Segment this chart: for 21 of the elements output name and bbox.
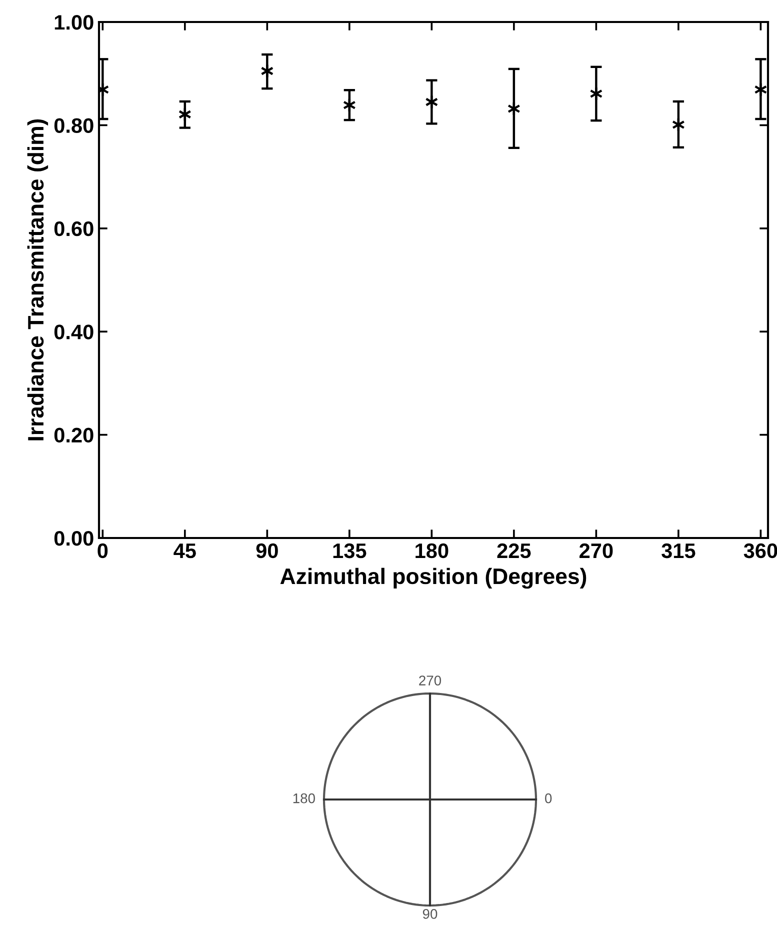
y-tick-label: 0.20: [54, 428, 94, 443]
text: 90: [422, 909, 438, 919]
x-tick-label: 45: [174, 544, 196, 558]
y-tick-label: 0.80: [54, 118, 94, 133]
x-axis-title: Azimuthal position (Degrees): [280, 568, 586, 589]
text: 270: [419, 676, 442, 686]
x-tick-label: 0: [98, 543, 108, 558]
y-tick-label: 0.00: [54, 531, 94, 546]
x-tick-label: 135: [333, 543, 366, 558]
x-tick-label: 180: [416, 543, 448, 558]
y-tick-label: 0.40: [54, 324, 94, 340]
y-axis-title: Irradiance Transmittance (dim): [27, 119, 48, 440]
x-tick-label: 315: [662, 543, 696, 558]
y-tick-label: 1.00: [54, 15, 94, 30]
text: 180: [293, 793, 315, 804]
x-tick-label: 225: [497, 543, 531, 558]
y-tick-label: 0.60: [54, 221, 94, 236]
x-tick-label: 360: [744, 543, 777, 558]
text: 0: [545, 793, 552, 804]
x-tick-label: 90: [256, 543, 278, 558]
x-tick-label: 270: [580, 543, 613, 558]
